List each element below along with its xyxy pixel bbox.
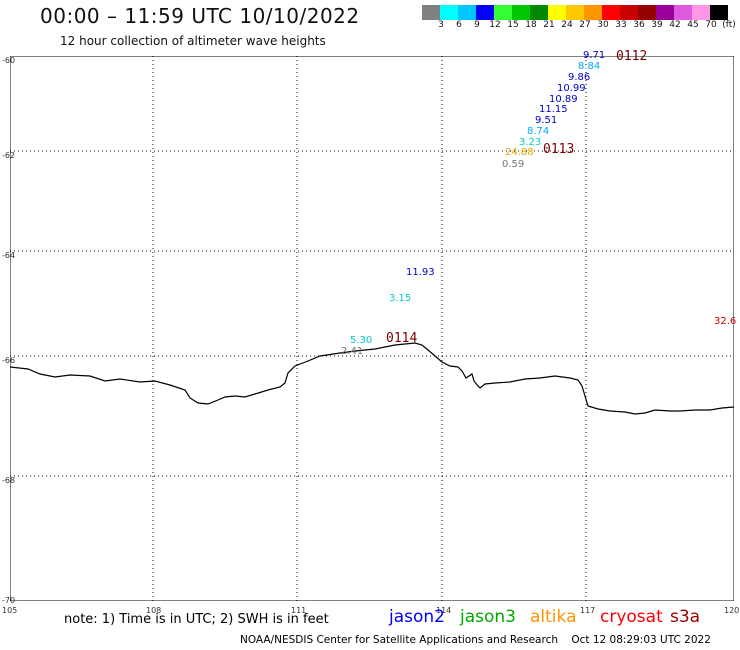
latitude-label: -66: [2, 356, 16, 365]
latitude-label: -68: [2, 476, 16, 485]
color-scale-label: 15: [507, 20, 519, 30]
wave-height-value: 9.51: [535, 115, 558, 126]
longitude-label: 108: [146, 606, 162, 615]
wave-height-value: 3.15: [389, 293, 412, 304]
pass-time-label: 0112: [616, 49, 648, 64]
color-scale-swatch: [602, 5, 620, 20]
color-scale-swatch: [548, 5, 566, 20]
color-scale-swatch: [692, 5, 710, 20]
map-plot: [10, 56, 734, 601]
pass-time-label: 0113: [543, 142, 575, 157]
wave-height-value: 9.71: [583, 50, 606, 61]
wave-height-value: 9.86: [568, 72, 591, 83]
color-scale-swatch: [512, 5, 530, 20]
color-scale-swatch: [566, 5, 584, 20]
color-scale-swatch: [710, 5, 728, 20]
color-scale-swatch: [584, 5, 602, 20]
color-scale-label: 6: [456, 20, 462, 30]
map-subtitle: 12 hour collection of altimeter wave hei…: [60, 34, 326, 48]
color-scale-label: (ft): [722, 20, 736, 30]
color-scale-label: 45: [687, 20, 699, 30]
color-scale-swatch: [674, 5, 692, 20]
wave-height-value: 3.23: [519, 137, 542, 148]
color-scale-swatch: [440, 5, 458, 20]
color-scale-swatch: [458, 5, 476, 20]
color-scale-label: 21: [543, 20, 555, 30]
footer-credit: NOAA/NESDIS Center for Satellite Applica…: [240, 634, 711, 646]
color-scale-label: 30: [597, 20, 609, 30]
wave-height-value: 32.6: [714, 316, 737, 327]
wave-height-value: 8.74: [527, 126, 550, 137]
satellite-legend-item: cryosat: [600, 607, 663, 627]
latitude-label: -64: [2, 251, 16, 260]
wave-height-value: 2.41: [341, 346, 364, 357]
color-scale-label: 9: [474, 20, 480, 30]
wave-height-value: 8.84: [578, 61, 601, 72]
graticule: [10, 56, 734, 601]
antarctic-coastline: [10, 342, 734, 415]
color-scale-label: 24: [561, 20, 573, 30]
longitude-label: 120: [724, 606, 740, 615]
color-scale-label: 18: [525, 20, 537, 30]
wave-height-value: 24.88: [505, 147, 534, 158]
color-scale-label: 42: [669, 20, 681, 30]
longitude-label: 111: [291, 606, 307, 615]
satellite-legend-item: altika: [530, 607, 577, 627]
color-scale-label: 36: [633, 20, 645, 30]
latitude-label: -62: [2, 151, 16, 160]
color-scale-label: 12: [489, 20, 501, 30]
longitude-label: 117: [580, 606, 596, 615]
color-scale-label: 27: [579, 20, 591, 30]
satellite-legend-item: jason3: [460, 607, 516, 627]
wave-height-value: 0.59: [502, 159, 525, 170]
color-scale-swatch: [530, 5, 548, 20]
color-scale-swatch: [422, 5, 440, 20]
color-scale-label: 70: [705, 20, 717, 30]
color-scale-label: 39: [651, 20, 663, 30]
wave-height-value: 11.15: [539, 104, 568, 115]
map-title: 00:00 – 11:59 UTC 10/10/2022: [40, 4, 360, 28]
plot-frame: [10, 56, 734, 601]
satellite-legend-item: jason2: [389, 607, 445, 627]
color-scale-swatch: [494, 5, 512, 20]
wave-height-value: 10.89: [549, 94, 578, 105]
longitude-label: 114: [436, 606, 452, 615]
satellite-legend-item: s3a: [670, 607, 701, 627]
color-scale-swatch: [656, 5, 674, 20]
color-scale-label: 3: [438, 20, 444, 30]
pass-time-label: 0114: [386, 331, 418, 346]
color-scale-label: 33: [615, 20, 627, 30]
color-scale-swatch: [476, 5, 494, 20]
wave-height-value: 5.30: [350, 335, 373, 346]
wave-height-value: 10.99: [557, 83, 586, 94]
note-text: note: 1) Time is in UTC; 2) SWH is in fe…: [64, 612, 329, 627]
wave-height-value: 11.93: [406, 267, 435, 278]
longitude-label: 105: [2, 606, 18, 615]
color-scale-swatch: [620, 5, 638, 20]
color-scale-swatch: [638, 5, 656, 20]
latitude-label: -60: [2, 56, 16, 65]
latitude-label: -70: [2, 596, 16, 605]
